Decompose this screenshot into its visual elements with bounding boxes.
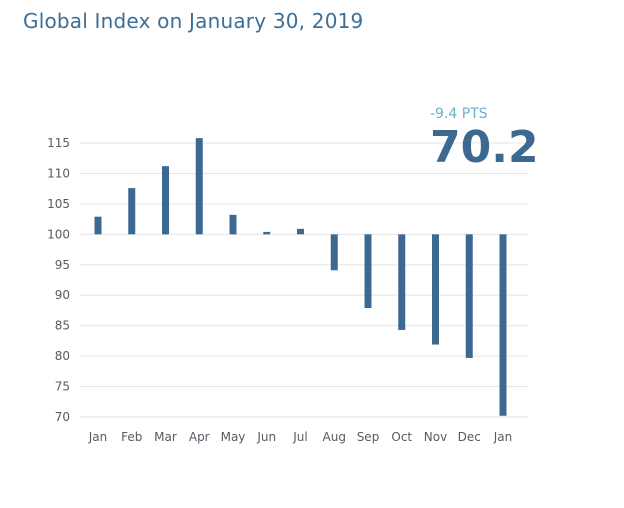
x-tick-label: Jun xyxy=(256,430,276,444)
x-tick-label: Oct xyxy=(391,430,412,444)
chart-title: Global Index on January 30, 2019 xyxy=(23,9,364,33)
x-axis-ticks: Jan Feb Mar Apr May Jun Jul Aug Sep Oct Nov Dec Jan xyxy=(88,430,513,444)
bar-feb-1 xyxy=(128,188,136,235)
bars xyxy=(94,138,507,416)
y-axis-ticks: 115 110 105 100 95 90 85 80 75 70 xyxy=(47,136,70,424)
change-label: -9.4 PTS xyxy=(430,106,488,122)
bar-sep-8 xyxy=(364,234,372,309)
x-tick-label: Nov xyxy=(424,430,447,444)
x-tick-label: Sep xyxy=(357,430,380,444)
y-tick-label: 105 xyxy=(47,197,70,211)
bar-apr-3 xyxy=(195,138,203,235)
x-tick-label: Dec xyxy=(458,430,481,444)
x-tick-label: Feb xyxy=(121,430,142,444)
x-tick-label: Mar xyxy=(154,430,177,444)
y-tick-label: 115 xyxy=(47,136,70,150)
y-tick-label: 85 xyxy=(55,319,70,333)
x-tick-label: Jan xyxy=(88,430,108,444)
bar-jul-6 xyxy=(297,228,304,235)
bar-mar-2 xyxy=(162,166,169,235)
y-tick-label: 95 xyxy=(55,258,70,272)
x-tick-label: Jan xyxy=(493,430,513,444)
y-tick-label: 110 xyxy=(47,166,70,180)
bar-jan-0 xyxy=(94,216,102,235)
x-tick-label: Jul xyxy=(292,430,307,444)
bar-oct-9 xyxy=(398,234,406,330)
x-tick-label: May xyxy=(221,430,246,444)
bar-may-4 xyxy=(229,214,237,235)
current-value: 70.2 xyxy=(430,122,539,173)
bar-aug-7 xyxy=(330,234,338,271)
bar-dec-11 xyxy=(465,234,473,358)
y-tick-label: 70 xyxy=(55,410,70,424)
y-tick-label: 90 xyxy=(55,288,70,302)
x-tick-label: Aug xyxy=(323,430,346,444)
bar-nov-10 xyxy=(432,234,439,345)
y-tick-label: 100 xyxy=(47,227,70,241)
y-tick-label: 80 xyxy=(55,349,70,363)
y-tick-label: 75 xyxy=(55,380,70,394)
gridlines xyxy=(80,142,528,418)
bar-jan-12 xyxy=(499,234,507,416)
x-tick-label: Apr xyxy=(189,430,210,444)
bar-jun-5 xyxy=(263,231,271,235)
